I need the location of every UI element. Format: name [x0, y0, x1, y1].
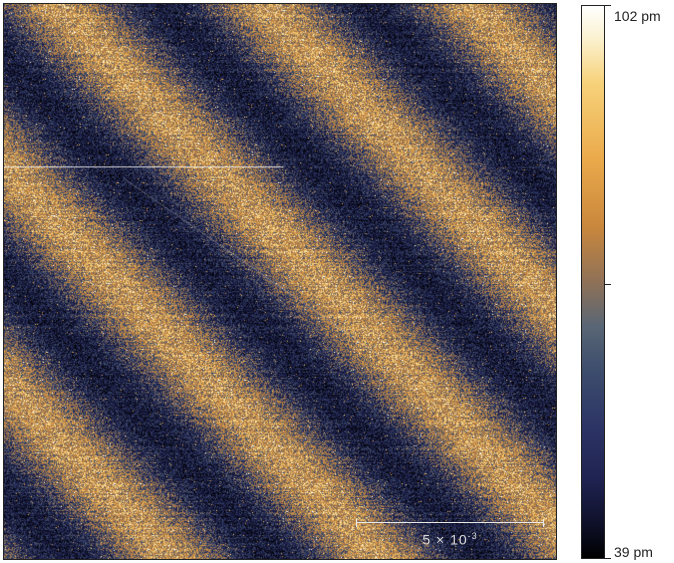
color-scale-bar: [581, 5, 605, 559]
scan-texture: [4, 4, 556, 559]
colorbar-mid-tick: [605, 284, 611, 285]
scale-bar: [356, 519, 544, 527]
colorbar-top-tick: [605, 5, 611, 6]
scale-bar-label: 5 × 10-3: [422, 531, 478, 548]
colorbar-min-label: 39 pm: [614, 544, 653, 560]
afm-scan-image: [3, 3, 557, 560]
colorbar-bottom-tick: [605, 558, 611, 559]
colorbar-max-label: 102 pm: [614, 8, 661, 24]
scale-bar-exponent: -3: [467, 531, 478, 541]
